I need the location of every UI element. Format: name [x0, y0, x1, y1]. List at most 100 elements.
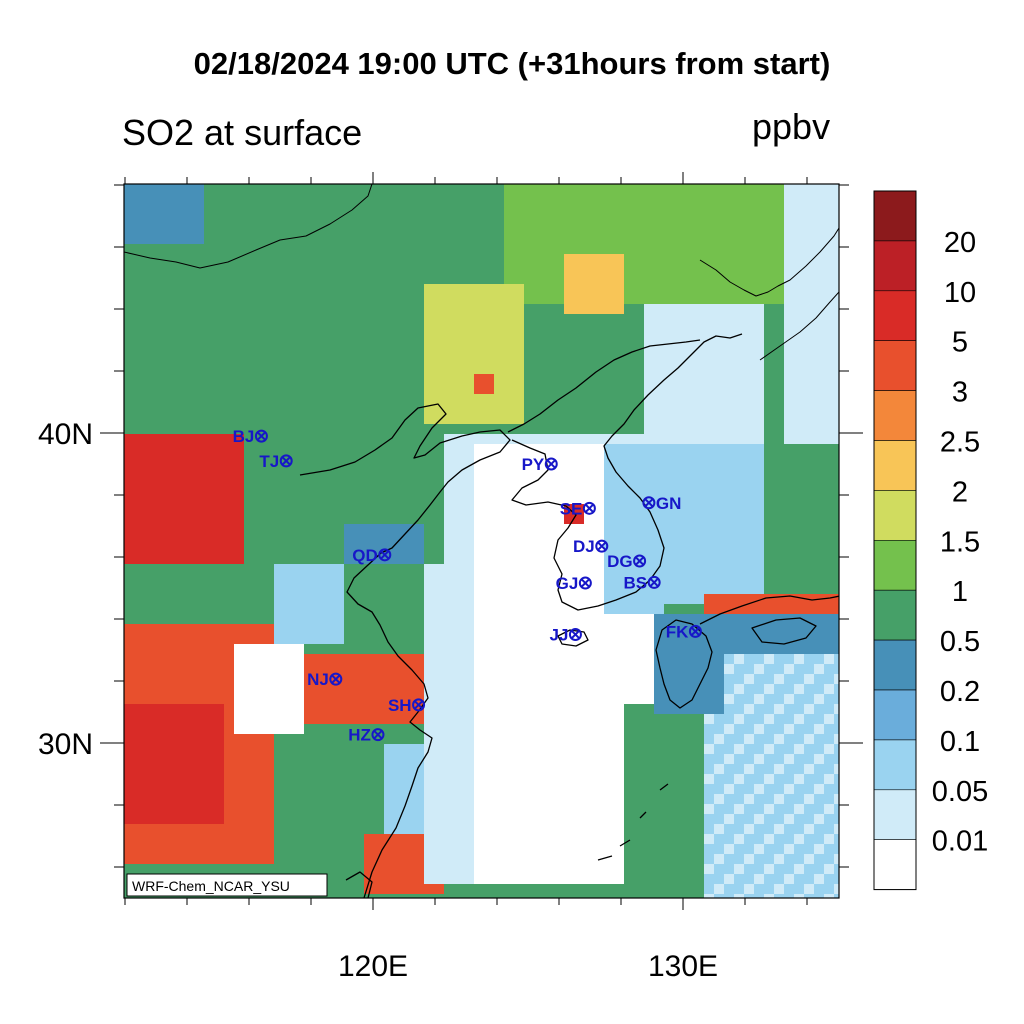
field-cell	[534, 394, 545, 405]
field-cell	[234, 664, 245, 675]
field-cell	[634, 454, 645, 465]
field-cell	[214, 644, 225, 655]
field-cell	[594, 654, 605, 665]
field-cell	[304, 584, 315, 595]
field-cell	[544, 404, 555, 415]
field-cell	[544, 384, 555, 395]
field-cell	[544, 694, 555, 705]
field-cell	[774, 434, 785, 445]
field-cell	[664, 584, 675, 595]
field-cell	[734, 354, 745, 365]
field-cell	[484, 394, 495, 405]
field-cell	[264, 334, 275, 345]
field-cell	[364, 214, 375, 225]
field-cell	[144, 224, 155, 235]
field-cell	[724, 814, 735, 825]
field-cell	[724, 404, 735, 415]
field-cell	[654, 594, 665, 605]
field-cell	[124, 824, 135, 835]
field-cell	[454, 194, 465, 205]
field-cell	[174, 634, 185, 645]
field-cell	[764, 804, 775, 815]
field-cell	[754, 334, 765, 345]
field-cell	[624, 224, 635, 235]
field-cell	[624, 704, 635, 715]
field-cell	[744, 314, 755, 325]
field-cell	[694, 474, 705, 485]
field-cell	[144, 304, 155, 315]
field-cell	[464, 294, 475, 305]
field-cell	[264, 534, 275, 545]
field-cell	[324, 324, 335, 335]
field-cell	[614, 334, 625, 345]
field-cell	[604, 424, 615, 435]
field-cell	[324, 794, 335, 805]
field-cell	[714, 734, 725, 745]
field-cell	[504, 564, 515, 575]
field-cell	[154, 584, 165, 595]
field-cell	[204, 364, 215, 375]
field-cell	[534, 574, 545, 585]
field-cell	[304, 634, 315, 645]
field-cell	[134, 604, 145, 615]
field-cell	[634, 684, 645, 695]
field-cell	[274, 844, 285, 855]
field-cell	[564, 344, 575, 355]
field-cell	[814, 584, 825, 595]
field-cell	[784, 364, 795, 375]
field-cell	[274, 324, 285, 335]
field-cell	[504, 634, 515, 645]
field-cell	[664, 244, 675, 255]
field-cell	[684, 764, 695, 775]
field-cell	[454, 284, 465, 295]
field-cell	[234, 454, 245, 465]
field-cell	[774, 804, 785, 815]
field-cell	[584, 384, 595, 395]
field-cell	[824, 564, 835, 575]
field-cell	[194, 354, 205, 365]
field-cell	[154, 574, 165, 585]
field-cell	[824, 604, 835, 615]
field-cell	[714, 274, 725, 285]
field-cell	[454, 404, 465, 415]
field-cell	[804, 214, 815, 225]
field-cell	[434, 534, 445, 545]
field-cell	[734, 474, 745, 485]
field-cell	[634, 774, 645, 785]
field-cell	[314, 644, 325, 655]
field-cell	[624, 524, 635, 535]
field-cell	[624, 814, 635, 825]
field-cell	[264, 224, 275, 235]
field-cell	[434, 404, 445, 415]
field-cell	[254, 544, 265, 555]
field-cell	[654, 514, 665, 525]
field-cell	[194, 554, 205, 565]
field-cell	[534, 534, 545, 545]
field-cell	[534, 614, 545, 625]
field-cell	[304, 474, 315, 485]
field-cell	[124, 244, 135, 255]
field-cell	[334, 794, 345, 805]
field-cell	[484, 184, 495, 195]
field-cell	[564, 224, 575, 235]
field-cell	[794, 794, 805, 805]
field-cell	[174, 684, 185, 695]
field-cell	[404, 644, 415, 655]
field-cell	[754, 654, 765, 665]
field-cell	[264, 394, 275, 405]
field-cell	[714, 844, 725, 855]
field-cell	[754, 594, 765, 605]
field-cell	[474, 724, 485, 735]
field-cell	[744, 384, 755, 395]
field-cell	[594, 684, 605, 695]
field-cell	[424, 724, 435, 735]
field-cell	[654, 504, 665, 515]
field-cell	[154, 484, 165, 495]
field-cell	[644, 804, 655, 815]
field-cell	[294, 824, 305, 835]
field-cell	[294, 454, 305, 465]
field-cell	[324, 844, 335, 855]
field-cell	[754, 424, 765, 435]
field-cell	[754, 694, 765, 705]
